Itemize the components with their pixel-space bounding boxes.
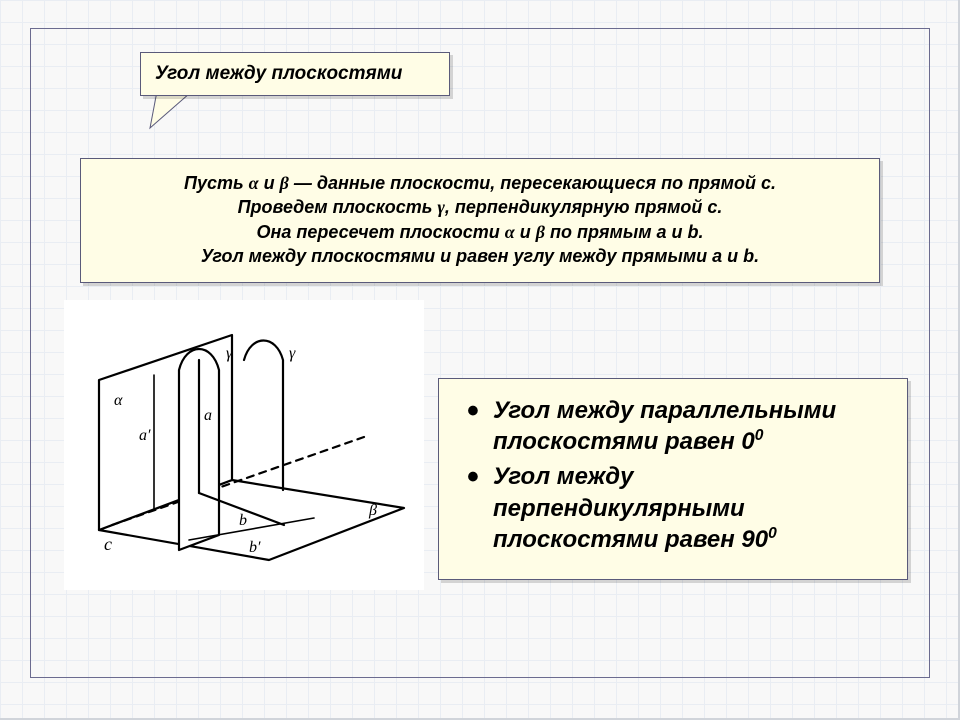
label-a: a [204,407,212,424]
label-a1: a′ [139,427,151,444]
desc-l2-post: , перпендикулярную прямой с. [445,197,723,217]
title-box: Угол между плоскостями [140,52,450,96]
desc-beta2: β [536,222,545,242]
label-gamma: γ [226,345,233,362]
label-b: b [239,512,247,529]
desc-l3-pre: Она пересечет плоскости [256,222,504,242]
bullet-sup: 0 [768,525,777,542]
label-gamma2: γ [289,345,296,362]
bullets-box: Угол между параллельными плоскостями рав… [438,378,908,580]
desc-l2-pre: Проведем плоскость [238,197,438,217]
label-alpha: α [114,392,123,409]
bullet-item: Угол между перпендикулярными плоскостями… [457,461,889,555]
desc-alpha: α [249,173,259,193]
desc-l3-post: по прямым a и b. [545,222,704,242]
desc-l4: Угол между плоскостями и равен углу межд… [201,246,759,266]
description-box: Пусть α и β — данные плоскости, пересека… [80,158,880,283]
desc-alpha2: α [505,222,515,242]
bullet-sup: 0 [755,427,764,444]
bullet-text: Угол между параллельными плоскостями рав… [493,397,836,455]
label-b1: b′ [249,539,261,556]
desc-gamma: γ [437,197,445,217]
bullet-text: Угол между перпендикулярными плоскостями… [493,463,768,552]
desc-l3-mid: и [515,222,536,242]
label-c: c [104,534,112,554]
desc-l1-mid: и [259,173,280,193]
title-text: Угол между плоскостями [155,63,402,84]
label-beta: β [368,502,377,519]
desc-beta: β [280,173,289,193]
diagram: c a b a′ b′ α β γ γ [64,300,424,590]
desc-l1-pre: Пусть [184,173,249,193]
bullet-item: Угол между параллельными плоскостями рав… [457,395,889,457]
desc-l1-post: — данные плоскости, пересекающиеся по пр… [289,173,776,193]
